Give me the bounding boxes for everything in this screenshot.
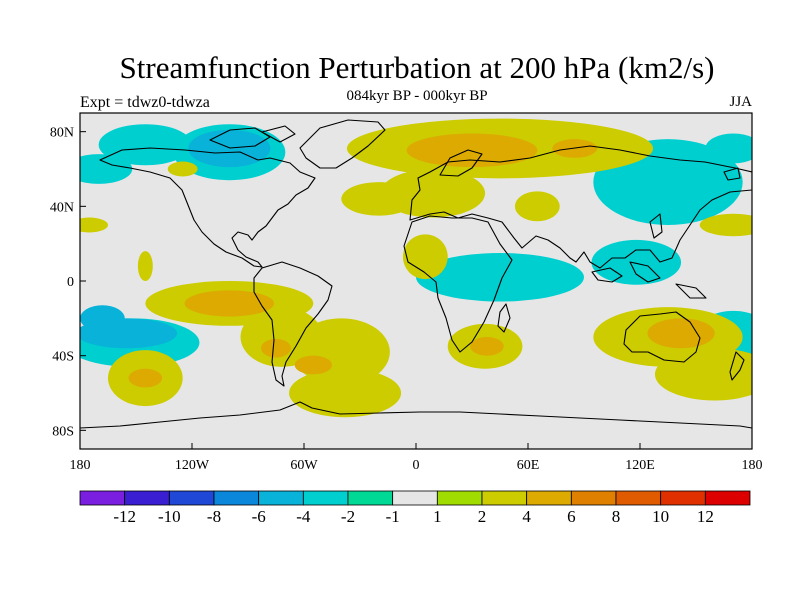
colorbar-label-3: -6: [252, 507, 266, 526]
x-tick-label-4: 60E: [517, 458, 540, 473]
coast-new-zealand: [729, 351, 745, 381]
colorbar-swatch-5: [302, 490, 349, 506]
field-layer: [80, 118, 752, 418]
x-tick-label-1: 120W: [175, 458, 210, 473]
plot-title: Streamfunction Perturbation at 200 hPa (…: [119, 50, 715, 85]
field-region-29: [289, 368, 402, 418]
colorbar-swatch-0: [79, 490, 126, 506]
colorbar: -12 -10 -8 -6 -4 -2 -1 1 2 4 6 8 10 12: [79, 490, 751, 526]
colorbar-swatch-10: [526, 490, 572, 506]
field-region-15: [406, 133, 538, 168]
colorbar-swatch-1: [124, 490, 170, 506]
field-region-26: [184, 290, 275, 317]
field-region-19: [514, 191, 560, 222]
field-region-3: [80, 154, 133, 184]
colorbar-swatch-7: [392, 490, 438, 506]
x-tick-label-6: 180: [742, 458, 763, 473]
coast-australia: [623, 311, 701, 363]
colorbar-swatch-4: [258, 490, 304, 506]
colorbar-label-10: 6: [567, 507, 576, 526]
y-axis: 80N 40N 0 40S 80S: [50, 126, 86, 439]
colorbar-swatch-13: [660, 490, 706, 506]
x-tick-label-2: 60W: [290, 458, 318, 473]
field-region-2: [188, 129, 271, 168]
colorbar-swatch-9: [481, 490, 528, 506]
field-region-27: [261, 338, 291, 358]
colorbar-label-8: 2: [478, 507, 487, 526]
coast-antarctica: [80, 401, 752, 429]
colorbar-label-11: 8: [612, 507, 621, 526]
field-region-32: [470, 337, 504, 356]
plot-subtitle: 084kyr BP - 000kyr BP: [346, 88, 488, 104]
colorbar-label-7: 1: [433, 507, 442, 526]
field-region-23: [137, 251, 153, 281]
field-region-30: [294, 355, 333, 375]
season-label: JJA: [729, 94, 752, 110]
colorbar-swatch-12: [615, 490, 662, 506]
field-region-34: [647, 318, 715, 349]
field-region-0: [98, 124, 192, 166]
field-region-10: [80, 305, 125, 332]
field-region-38: [167, 161, 198, 177]
colorbar-label-1: -10: [158, 507, 181, 526]
coast-africa: [403, 215, 513, 353]
colorbar-swatch-2: [168, 490, 215, 506]
field-region-5: [705, 133, 752, 164]
field-region-22: [402, 234, 448, 280]
field-region-7: [591, 239, 682, 285]
coast-scandinavia: [439, 149, 483, 177]
colorbar-swatch-6: [347, 490, 394, 506]
colorbar-swatch-14: [704, 490, 751, 506]
coast-south-america: [253, 261, 333, 387]
colorbar-label-9: 4: [522, 507, 531, 526]
y-tick-label-4: 80S: [52, 424, 74, 439]
coast-arctic-islands: [209, 125, 296, 149]
coastline-layer: [80, 119, 752, 429]
colorbar-label-13: 12: [697, 507, 714, 526]
x-tick-label-0: 180: [70, 458, 91, 473]
coast-greenland: [299, 119, 386, 169]
x-tick-label-3: 0: [413, 458, 420, 473]
field-region-35: [654, 348, 752, 401]
y-tick-label-0: 80N: [50, 126, 74, 141]
colorbar-label-6: -1: [386, 507, 400, 526]
coast-europe: [409, 145, 752, 269]
y-tick-label-3: 40S: [52, 350, 74, 365]
colorbar-swatch-11: [570, 490, 617, 506]
experiment-label: Expt = tdwz0-tdwza: [80, 94, 210, 111]
field-region-18: [341, 182, 416, 216]
colorbar-label-5: -2: [341, 507, 355, 526]
y-tick-label-1: 40N: [50, 200, 74, 215]
colorbar-label-0: -12: [113, 507, 136, 526]
coast-islands: [591, 167, 741, 299]
field-region-37: [128, 368, 163, 388]
y-tick-label-2: 0: [67, 275, 74, 290]
field-region-20: [699, 213, 752, 237]
field-region-6: [416, 253, 584, 302]
colorbar-label-12: 10: [652, 507, 669, 526]
colorbar-label-2: -8: [207, 507, 221, 526]
coast-north-america: [99, 147, 316, 268]
field-region-21: [80, 217, 108, 233]
colorbar-swatch-8: [436, 490, 483, 506]
coast-madagascar: [497, 303, 511, 333]
colorbar-swatch-3: [213, 490, 260, 506]
x-tick-label-5: 120E: [625, 458, 655, 473]
colorbar-label-4: -4: [296, 507, 311, 526]
x-axis: 180 120W 60W 0 60E 120E 180: [70, 443, 763, 473]
